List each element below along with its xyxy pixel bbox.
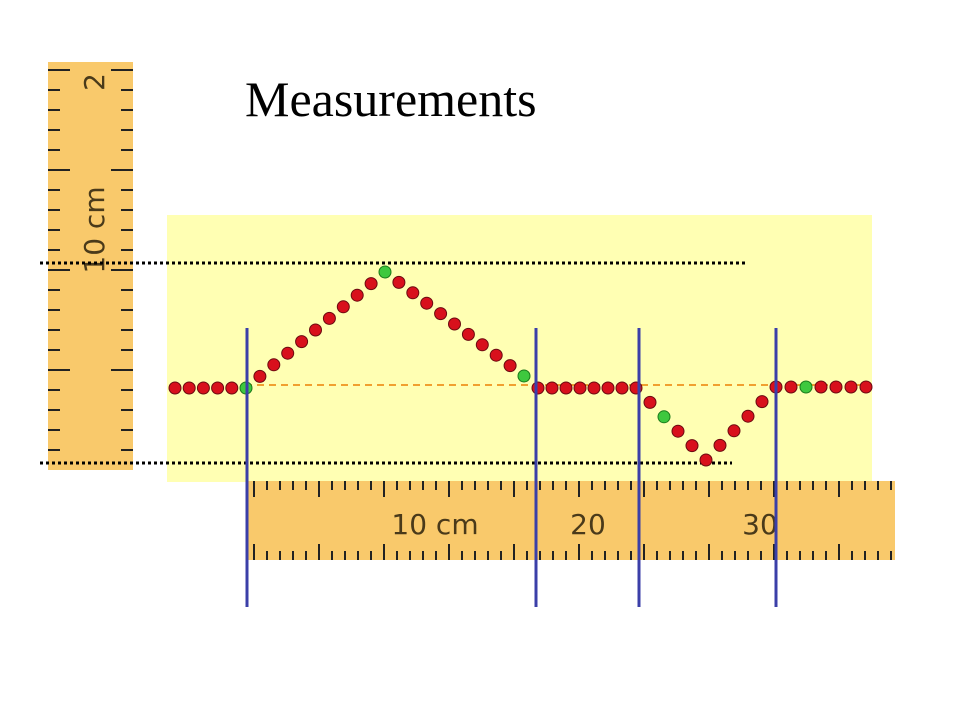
- ruler-label: 20: [570, 508, 606, 541]
- bead: [448, 317, 461, 331]
- vertical-ruler: [48, 62, 133, 470]
- bead: [844, 380, 858, 394]
- bead: [671, 424, 685, 438]
- bead: [168, 381, 182, 395]
- bead: [420, 296, 434, 310]
- bead: [657, 410, 671, 424]
- bead: [829, 380, 843, 394]
- bead: [295, 335, 309, 349]
- bead: [434, 307, 448, 321]
- vertical-ticks: [48, 69, 133, 451]
- bead: [699, 453, 713, 467]
- bead: [503, 359, 517, 373]
- bead: [517, 369, 531, 383]
- bead: [253, 369, 267, 383]
- bead: [727, 424, 741, 438]
- bead: [350, 288, 364, 302]
- blue-lines: [245, 328, 778, 607]
- bead: [406, 286, 420, 300]
- bead: [755, 395, 769, 409]
- ruler-label: 10 cm: [78, 186, 111, 273]
- bead: [531, 381, 545, 395]
- bead: [601, 381, 615, 395]
- ruler-label: 2: [78, 73, 111, 91]
- bead: [814, 380, 828, 394]
- bead: [799, 380, 813, 394]
- bead: [587, 381, 601, 395]
- bead: [489, 348, 503, 362]
- wave-panel: [167, 215, 872, 482]
- bead: [859, 380, 873, 394]
- bead: [378, 265, 392, 279]
- bead: [364, 277, 378, 291]
- bead: [196, 381, 210, 395]
- bead: [559, 381, 573, 395]
- bead: [182, 381, 196, 395]
- bead: [225, 381, 239, 395]
- bead: [211, 381, 225, 395]
- horizontal-ruler: [248, 481, 895, 560]
- bead: [713, 438, 727, 452]
- ruler-label: 10 cm: [391, 508, 478, 541]
- ruler-label: 30: [742, 508, 778, 541]
- bead: [685, 439, 699, 453]
- bead: [643, 395, 657, 409]
- horizontal-ticks: [253, 481, 892, 560]
- bead: [615, 381, 629, 395]
- bead: [392, 275, 406, 289]
- bead: [281, 346, 295, 360]
- bead: [336, 300, 350, 314]
- bead: [475, 338, 489, 352]
- bead: [461, 327, 475, 341]
- bead: [545, 381, 559, 395]
- bead: [309, 323, 322, 337]
- bead: [784, 380, 798, 394]
- bead: [741, 409, 755, 423]
- bead: [573, 381, 587, 395]
- bead: [267, 358, 281, 372]
- bead: [322, 311, 336, 325]
- slide-title: Measurements: [245, 71, 537, 127]
